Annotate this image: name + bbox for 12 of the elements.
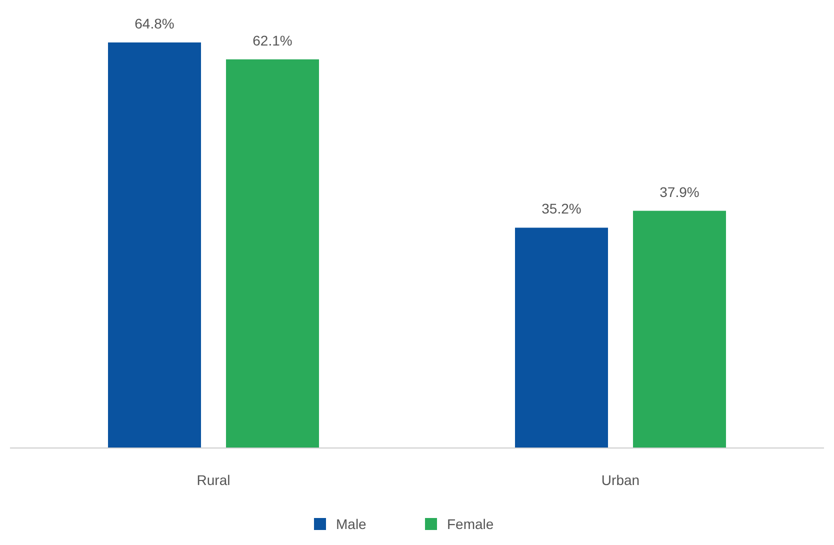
data-label: 64.8% <box>134 15 174 32</box>
data-label: 62.1% <box>252 32 292 48</box>
legend-label: Male <box>336 516 367 532</box>
data-label: 35.2% <box>542 200 582 217</box>
bar <box>515 228 608 448</box>
legend-label: Female <box>447 516 494 532</box>
x-tick-label: Urban <box>601 472 640 488</box>
data-label: 37.9% <box>660 184 700 200</box>
bar <box>633 210 726 448</box>
bar <box>108 42 201 448</box>
x-tick-label: Rural <box>196 472 230 488</box>
bar <box>226 59 319 448</box>
